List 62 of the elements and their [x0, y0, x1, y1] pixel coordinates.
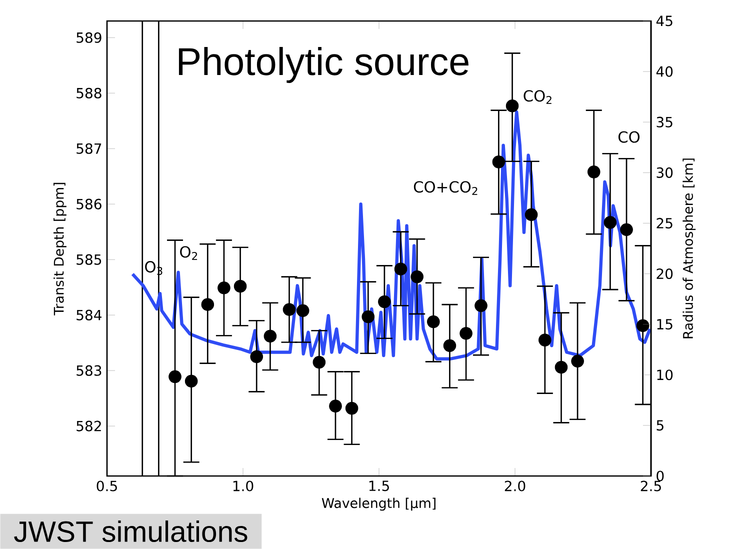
point: [604, 216, 617, 229]
annotation: CO$_{2}$: [524, 90, 552, 104]
y2-tick-label: 35: [656, 116, 672, 128]
point: [345, 402, 358, 415]
point: [378, 295, 391, 308]
point: [218, 281, 230, 294]
y2-tick-label: 45: [656, 16, 672, 26]
y-tick-label: 583: [76, 365, 102, 376]
text: JWST simulations: [14, 520, 248, 542]
point: [492, 156, 506, 168]
point: [587, 166, 600, 178]
y-tick-label: 589: [76, 32, 102, 43]
point: [250, 350, 264, 364]
y-tick-label: 588: [76, 88, 102, 98]
point: [168, 370, 182, 384]
x-tick-label: 1.0: [233, 480, 254, 492]
y2-tick-label: 25: [656, 218, 672, 228]
point: [506, 99, 519, 112]
point: [524, 208, 538, 222]
point: [234, 280, 247, 293]
x-tick-label: 1.5: [369, 480, 389, 492]
point: [460, 326, 472, 340]
y-axis-title: Transit Depth [ppm]: [54, 182, 66, 316]
point: [538, 334, 552, 346]
point: [571, 354, 584, 368]
y2-axis-title: Radius of Atmosphere [km]: [682, 158, 696, 338]
annotation: CO+CO$_{2}$: [414, 181, 478, 195]
y2-tick-label: 15: [657, 319, 672, 330]
x-axis-title: Wavelength [μm]: [322, 498, 436, 511]
y2-tick-label: 5: [656, 420, 664, 431]
point: [282, 303, 296, 316]
point: [394, 262, 408, 276]
point: [427, 315, 440, 328]
point: [184, 374, 198, 388]
annotation: O$_{2}$: [180, 246, 198, 260]
y-tick-label: 584: [76, 310, 102, 320]
x-tick-label: 0.5: [96, 480, 117, 492]
point: [410, 270, 424, 284]
y2-tick-label: 30: [656, 167, 673, 178]
point: [201, 298, 214, 311]
x-tick-label: 2.5: [640, 480, 661, 492]
y-tick-label: 586: [76, 198, 102, 210]
point: [264, 330, 277, 343]
point: [362, 310, 375, 324]
y-tick-label: 585: [76, 254, 102, 265]
y2-tick-label: 0: [656, 470, 664, 482]
point: [296, 304, 310, 318]
point: [620, 223, 633, 236]
point: [329, 400, 342, 412]
annotation: Photolytic source: [178, 46, 468, 84]
point: [636, 319, 650, 332]
annotation: CO: [618, 131, 640, 143]
y-tick-label: 582: [76, 420, 101, 432]
y2-tick-label: 40: [656, 66, 673, 77]
y2-tick-label: 10: [657, 370, 673, 380]
point: [312, 356, 326, 369]
y-tick-label: 587: [76, 143, 102, 154]
point: [554, 360, 568, 374]
point: [474, 299, 488, 312]
x-tick-label: 2.0: [504, 480, 526, 492]
point: [443, 339, 456, 352]
y2-tick-label: 20: [656, 268, 673, 280]
